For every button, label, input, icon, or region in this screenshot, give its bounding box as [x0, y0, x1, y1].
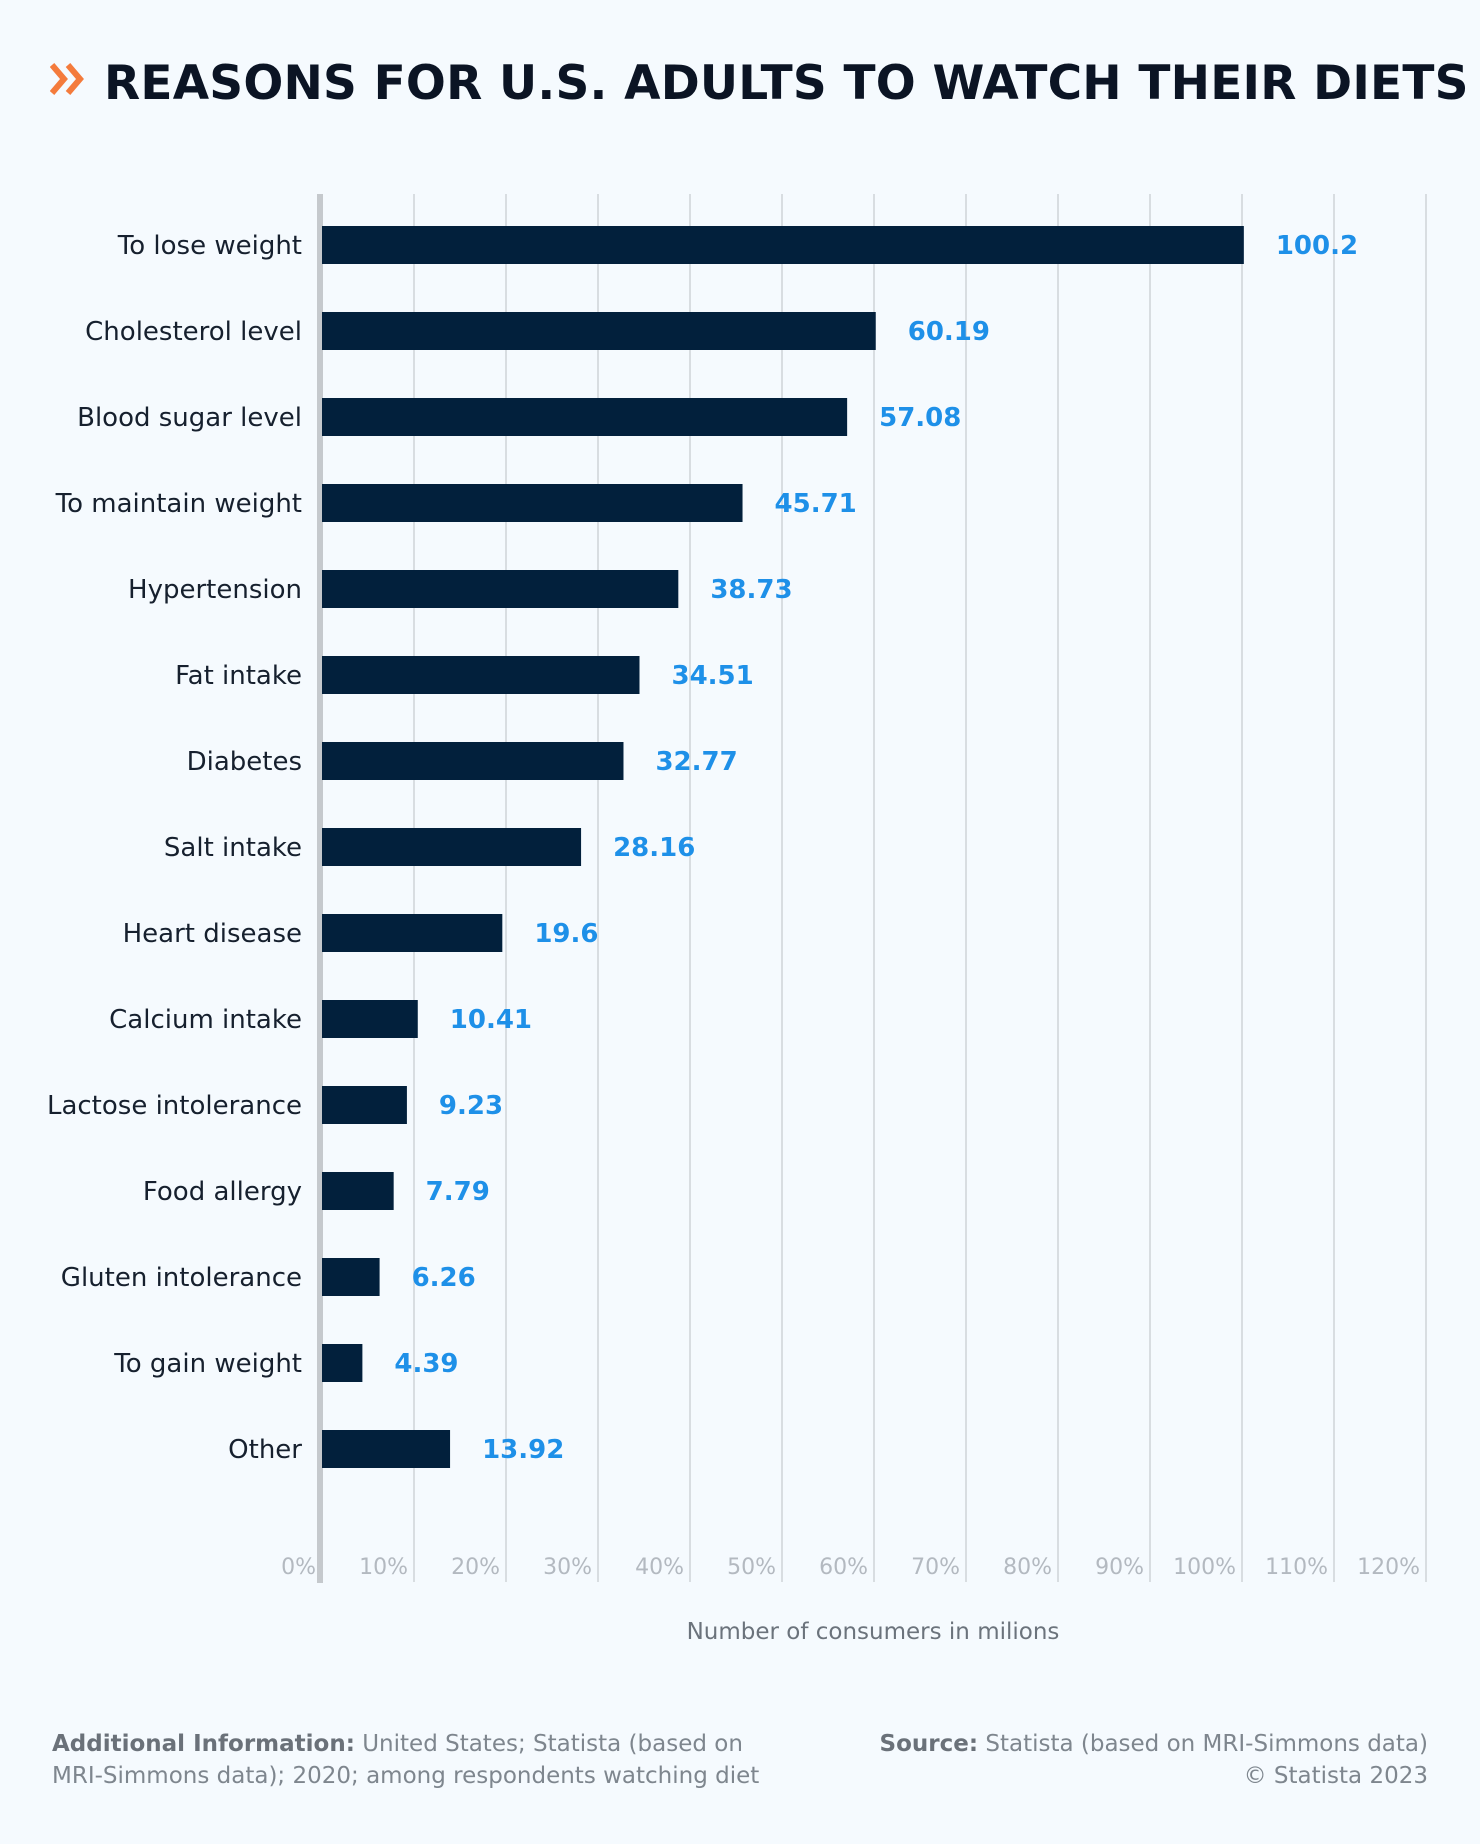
- value-label: 9.23: [439, 1091, 503, 1121]
- category-label: Diabetes: [187, 747, 302, 777]
- value-label: 100.2: [1276, 231, 1358, 261]
- bar: [322, 570, 679, 608]
- bar: [322, 312, 876, 350]
- category-label: Gluten intolerance: [61, 1263, 302, 1293]
- value-label: 60.19: [908, 317, 990, 347]
- value-label: 32.77: [655, 747, 737, 777]
- bar: [322, 398, 848, 436]
- source-text: Statista (based on MRI-Simmons data): [985, 1731, 1428, 1757]
- source-info: Source: Statista (based on MRI-Simmons d…: [808, 1728, 1428, 1792]
- double-chevron-right-icon: [50, 63, 84, 95]
- tick-label: 40%: [635, 1555, 684, 1580]
- category-labels: To lose weight Cholesterol level Blood sug…: [47, 231, 302, 1465]
- value-label: 10.41: [450, 1005, 532, 1035]
- tick-label: 20%: [451, 1555, 500, 1580]
- bar: [322, 742, 624, 780]
- bar: [322, 1086, 407, 1124]
- bar: [322, 1000, 418, 1038]
- category-label: Other: [228, 1435, 302, 1465]
- bar: [322, 484, 743, 522]
- bar: [322, 828, 582, 866]
- value-label: 4.39: [394, 1349, 458, 1379]
- value-labels: 100.2 60.19 57.08 45.71 38.73 34.51 32.77 28.16…: [394, 231, 1358, 1465]
- tick-labels: 0% 10% 20% 30% 40% 50% 60% 70% 80% 90% 100% 110% 120…: [281, 1555, 1420, 1580]
- bars: [322, 226, 1244, 1468]
- tick-label: 10%: [359, 1555, 408, 1580]
- bar: [322, 1430, 451, 1468]
- value-label: 7.79: [426, 1177, 490, 1207]
- tick-label: 50%: [727, 1555, 776, 1580]
- category-label: Calcium intake: [109, 1005, 302, 1035]
- tick-label: 30%: [543, 1555, 592, 1580]
- value-label: 34.51: [671, 661, 753, 691]
- additional-information: Additional Information: United States; S…: [52, 1728, 782, 1792]
- category-label: Cholesterol level: [85, 317, 302, 347]
- bar: [322, 1172, 394, 1210]
- bar: [322, 656, 640, 694]
- category-label: Heart disease: [123, 919, 302, 949]
- bar: [322, 1258, 380, 1296]
- source-line: Source: Statista (based on MRI-Simmons d…: [808, 1728, 1428, 1760]
- category-label: Fat intake: [175, 661, 302, 691]
- chart-header: REASONS FOR U.S. ADULTS TO WATCH THEIR D…: [50, 52, 1468, 122]
- tick-label: 90%: [1095, 1555, 1144, 1580]
- category-label: Food allergy: [143, 1177, 302, 1207]
- value-label: 38.73: [710, 575, 792, 605]
- tick-label: 60%: [819, 1555, 868, 1580]
- category-label: Blood sugar level: [77, 403, 302, 433]
- value-label: 6.26: [412, 1263, 476, 1293]
- chart-title: REASONS FOR U.S. ADULTS TO WATCH THEIR D…: [104, 56, 1469, 111]
- tick-label: 100%: [1173, 1555, 1236, 1580]
- source-label: Source:: [879, 1731, 979, 1757]
- bar: [322, 914, 503, 952]
- bar: [322, 226, 1244, 264]
- value-label: 57.08: [879, 403, 961, 433]
- tick-label: 0%: [281, 1555, 316, 1580]
- value-label: 45.71: [775, 489, 857, 519]
- tick-label: 120%: [1357, 1555, 1420, 1580]
- tick-label: 110%: [1265, 1555, 1328, 1580]
- copyright-text: © Statista 2023: [1243, 1763, 1428, 1789]
- category-label: To gain weight: [113, 1349, 302, 1379]
- bar: [322, 1344, 363, 1382]
- y-axis-line: [317, 194, 323, 1583]
- additional-info-text: United States; Statista (based on MRI-Si…: [52, 1731, 760, 1789]
- category-label: To lose weight: [117, 231, 302, 261]
- category-label: To maintain weight: [55, 489, 302, 519]
- additional-info-label: Additional Information:: [52, 1731, 355, 1757]
- x-axis-title: Number of consumers in milions: [687, 1619, 1060, 1645]
- category-label: Lactose intolerance: [47, 1091, 302, 1121]
- category-label: Hypertension: [128, 575, 302, 605]
- value-label: 28.16: [613, 833, 695, 863]
- value-label: 13.92: [482, 1435, 564, 1465]
- tick-label: 70%: [911, 1555, 960, 1580]
- value-label: 19.6: [534, 919, 598, 949]
- category-label: Salt intake: [164, 833, 302, 863]
- tick-label: 80%: [1003, 1555, 1052, 1580]
